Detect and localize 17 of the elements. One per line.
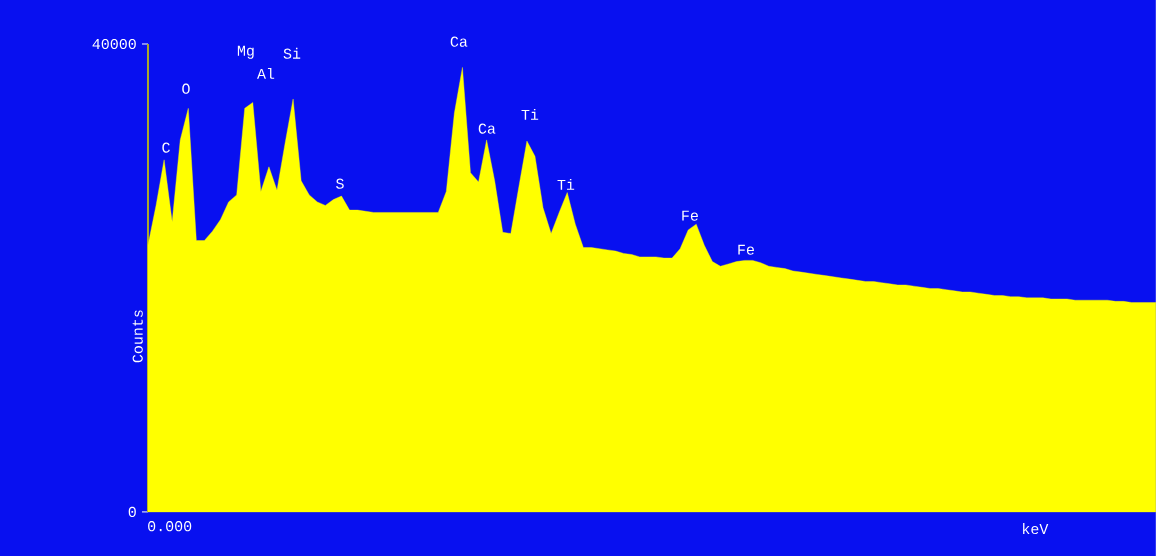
annotation: Fe (682, 210, 698, 221)
x-axis-title: keV (1023, 523, 1049, 535)
annotation: S (336, 178, 344, 189)
annotation: Ca (478, 123, 496, 134)
text: 0.000 (148, 521, 192, 532)
annotation: Ca (450, 36, 468, 47)
annotation: Fe (738, 244, 754, 255)
annotation: Mg (237, 45, 254, 59)
annotation: Al (256, 67, 275, 79)
annotation: Si (283, 47, 301, 59)
annotation: Ti (521, 108, 539, 120)
annotation: C (162, 142, 170, 153)
y-axis-title: Counts (132, 310, 143, 363)
annotation: Ti (557, 178, 575, 190)
y-tick-label: 0 (128, 506, 136, 518)
y-tick-label: 40000 (92, 38, 136, 50)
annotation: O (182, 83, 190, 94)
